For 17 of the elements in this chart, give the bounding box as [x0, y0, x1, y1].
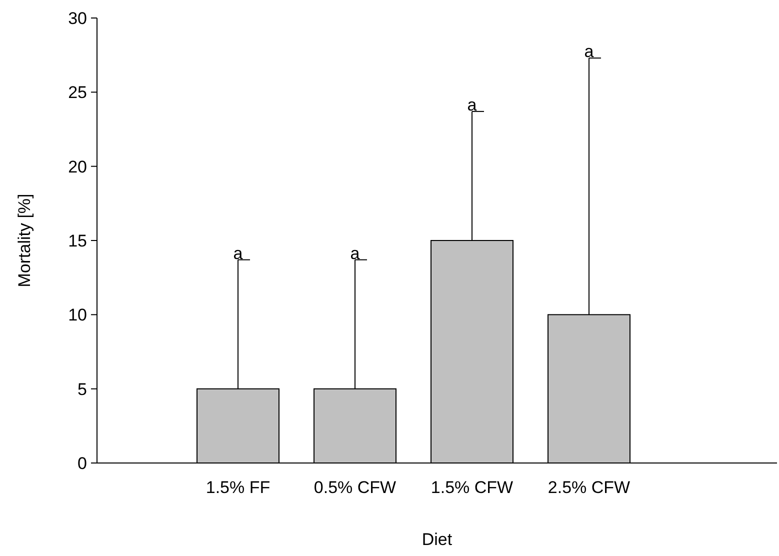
- y-tick-label: 20: [68, 157, 87, 176]
- y-tick-label: 30: [68, 8, 87, 28]
- x-tick-label: 0.5% CFW: [314, 478, 396, 497]
- annotation: a: [350, 244, 360, 263]
- x-tick-label: 1.5% CFW: [430, 478, 514, 497]
- x-tick-label: 1.5% FF: [206, 478, 270, 497]
- x-axis-title: Diet: [422, 530, 452, 549]
- y-axis-title: Mortality [%]: [15, 194, 34, 288]
- annotation: a: [467, 95, 478, 114]
- y-tick-label: 15: [68, 231, 87, 250]
- y-tick-label: 10: [68, 306, 87, 325]
- x-tick-label: 2.5% CFW: [548, 478, 630, 497]
- y-tick-label: 0: [78, 454, 87, 473]
- y-tick-label: 25: [68, 83, 87, 102]
- annotation: a: [584, 42, 594, 62]
- annotation: a: [233, 244, 244, 263]
- y-tick-label: 5: [78, 380, 87, 399]
